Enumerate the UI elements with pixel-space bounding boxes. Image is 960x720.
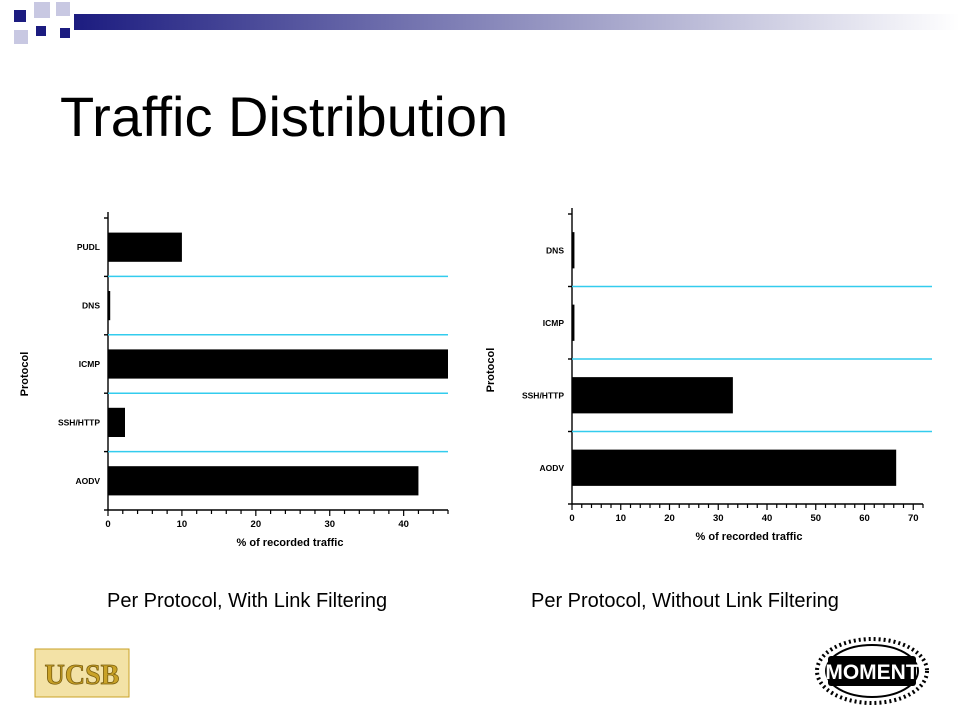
chart-2-x-tick-label: 10 bbox=[615, 513, 626, 524]
chart-2-bar-ssh-http bbox=[572, 377, 733, 414]
deco-square-light-1 bbox=[34, 2, 50, 18]
chart-2-category-label: DNS bbox=[546, 245, 564, 255]
chart-1-bar-dns bbox=[108, 291, 111, 321]
chart-1-category-label: ICMP bbox=[79, 359, 101, 369]
chart-1-y-axis-title: Protocol bbox=[19, 352, 31, 397]
chart-2-x-tick-label: 30 bbox=[713, 513, 724, 524]
chart-2-x-tick-label: 40 bbox=[762, 513, 773, 524]
deco-square-light-3 bbox=[56, 2, 70, 16]
chart-2-x-tick-label: 50 bbox=[810, 513, 821, 524]
chart-2-category-label: ICMP bbox=[543, 318, 565, 328]
chart-1-bar-icmp bbox=[108, 349, 448, 379]
chart-1-x-tick-label: 30 bbox=[324, 519, 335, 530]
chart-2-bar-dns bbox=[572, 232, 575, 269]
chart-1-bar-pudl bbox=[108, 232, 182, 262]
chart-2-x-tick-label: 0 bbox=[569, 513, 574, 524]
moment-logo-icon: MOMENT bbox=[815, 637, 929, 705]
chart-1-category-label: AODV bbox=[75, 476, 100, 486]
caption-with-link-filtering: Per Protocol, With Link Filtering bbox=[107, 590, 388, 612]
chart-1-x-tick-label: 40 bbox=[398, 519, 409, 530]
deco-square-navy-3 bbox=[60, 28, 70, 38]
chart-1-category-label: SSH/HTTP bbox=[58, 417, 100, 427]
chart-2-x-tick-label: 70 bbox=[908, 513, 919, 524]
chart-1-x-tick-label: 0 bbox=[105, 519, 110, 530]
slide-title: Traffic Distribution bbox=[60, 85, 509, 148]
chart-with-link-filtering: PUDL DNS ICMP SSH/HTTP AODV 0 10 20 30 40 % of rec… bbox=[18, 208, 458, 568]
chart-1-x-tick-label: 10 bbox=[177, 519, 188, 530]
chart-1-category-label: DNS bbox=[82, 301, 100, 311]
chart-2-bar-icmp bbox=[572, 304, 575, 341]
caption-without-link-filtering: Per Protocol, Without Link Filtering bbox=[531, 590, 839, 612]
header-gradient-bar bbox=[74, 14, 960, 30]
moment-logo-text: MOMENT bbox=[825, 661, 918, 684]
ucsb-logo-text: UCSB bbox=[45, 660, 120, 691]
deco-square-navy-1 bbox=[14, 10, 26, 22]
chart-1-x-tick-label: 20 bbox=[251, 519, 262, 530]
chart-2-category-label: AODV bbox=[539, 463, 564, 473]
chart-2-x-axis-title: % of recorded traffic bbox=[696, 531, 803, 543]
deco-square-navy-2 bbox=[36, 26, 46, 36]
chart-1-bar-aodv bbox=[108, 466, 419, 496]
chart-2-bar-aodv bbox=[572, 449, 897, 486]
header-decoration bbox=[14, 2, 960, 44]
chart-2-x-tick-label: 60 bbox=[859, 513, 870, 524]
ucsb-logo-icon: UCSB bbox=[34, 648, 130, 698]
deco-square-light-2 bbox=[14, 30, 28, 44]
chart-2-y-axis-title: Protocol bbox=[485, 348, 497, 393]
chart-1-category-label: PUDL bbox=[77, 242, 100, 252]
chart-2-x-tick-label: 20 bbox=[664, 513, 675, 524]
chart-2-category-label: SSH/HTTP bbox=[522, 390, 564, 400]
chart-1-bar-ssh-http bbox=[108, 407, 125, 437]
chart-without-link-filtering: DNS ICMP SSH/HTTP AODV 0 10 20 30 40 50 60 70 % of r… bbox=[484, 208, 934, 568]
chart-1-x-axis-title: % of recorded traffic bbox=[237, 537, 344, 549]
